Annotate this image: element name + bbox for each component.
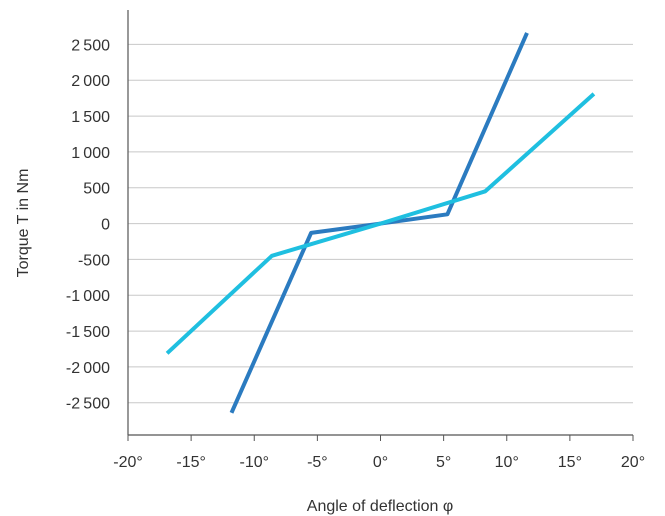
y-tick-label: 1 500 bbox=[71, 109, 110, 126]
y-tick-label: 0 bbox=[101, 217, 110, 234]
x-tick-label: -15° bbox=[176, 454, 206, 471]
x-tick-label: 0° bbox=[373, 454, 388, 471]
axes bbox=[127, 10, 634, 441]
y-tick-label: -1 000 bbox=[66, 288, 110, 305]
y-axis-label: Torque T in Nm bbox=[15, 169, 32, 278]
y-tick-label: 500 bbox=[83, 181, 110, 198]
y-tick-label: -2 500 bbox=[66, 396, 110, 413]
x-tick-label: 10° bbox=[495, 454, 519, 471]
data-series bbox=[165, 32, 596, 414]
y-tick-label: 2 000 bbox=[71, 73, 110, 90]
x-axis-label: Angle of deflection φ bbox=[307, 498, 453, 515]
y-tick-label: -2 000 bbox=[66, 360, 110, 377]
x-tick-label: 20° bbox=[621, 454, 645, 471]
x-tick-label: -5° bbox=[307, 454, 328, 471]
x-tick-label: 15° bbox=[558, 454, 582, 471]
y-tick-label: 2 500 bbox=[71, 37, 110, 54]
y-tick-label: -500 bbox=[78, 252, 110, 269]
x-tick-label: -20° bbox=[113, 454, 143, 471]
series-line-2 bbox=[165, 92, 596, 355]
y-tick-label: -1 500 bbox=[66, 324, 110, 341]
y-tick-label: 1 000 bbox=[71, 145, 110, 162]
x-tick-label: -10° bbox=[239, 454, 269, 471]
tick-labels: 2 500 2 000 1 500 1 000 500 0 -500 -1 000 -1 500… bbox=[66, 37, 645, 471]
x-tick-label: 5° bbox=[436, 454, 451, 471]
